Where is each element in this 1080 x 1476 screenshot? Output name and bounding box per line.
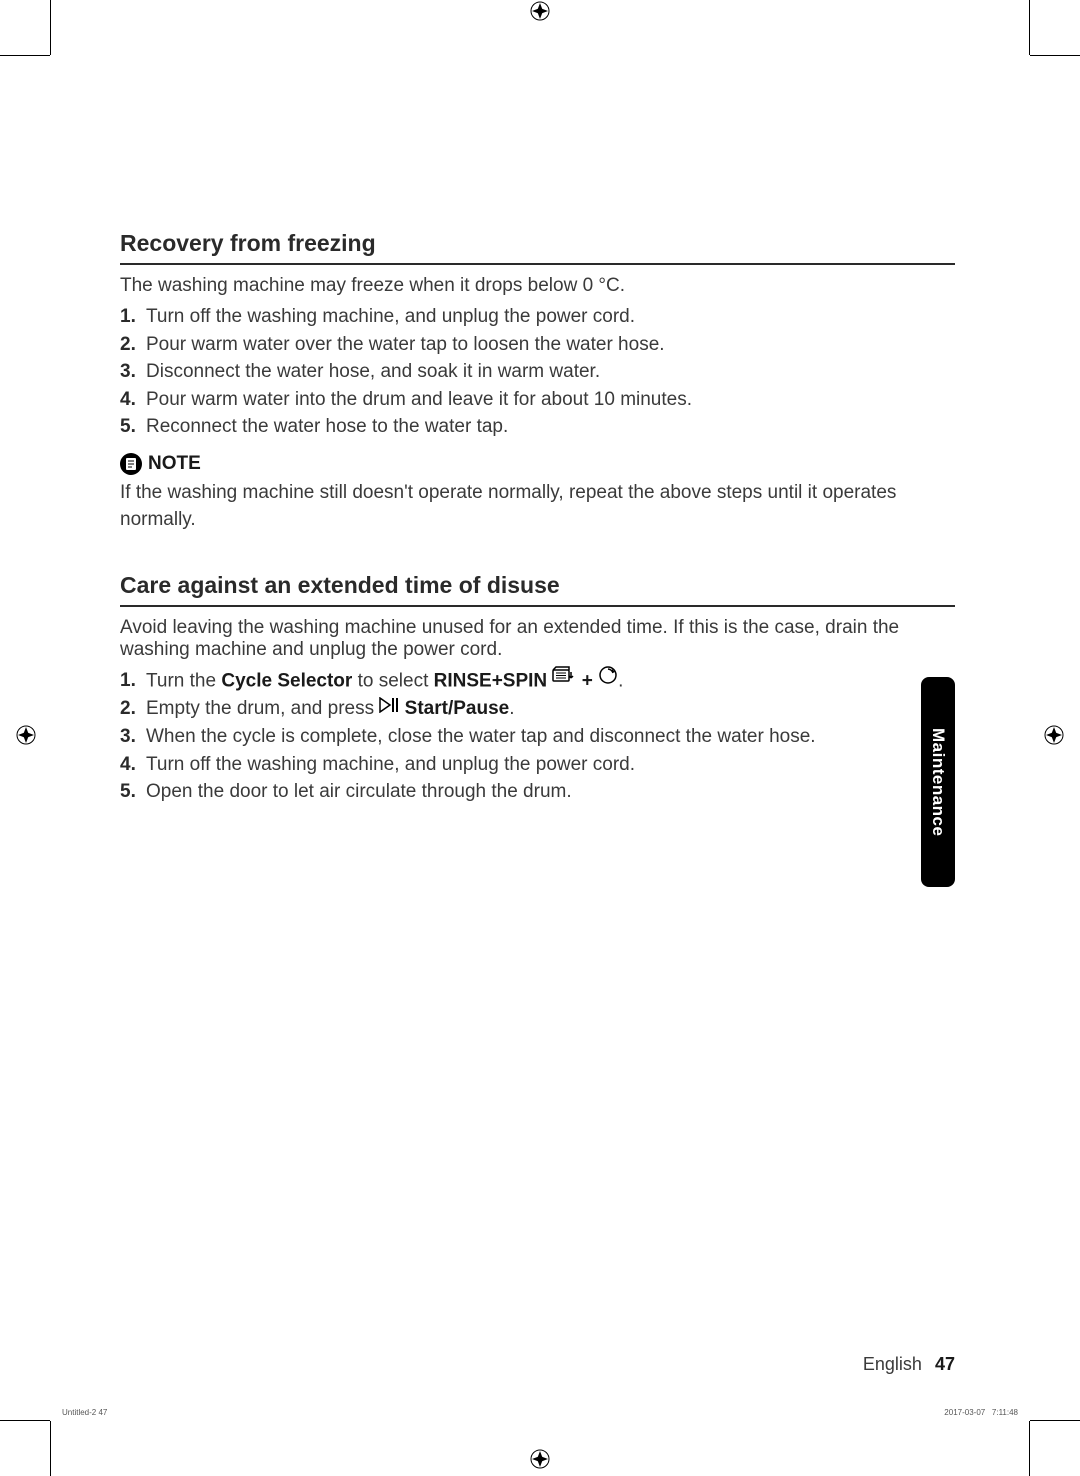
text: . — [618, 670, 623, 691]
list-item: Turn off the washing machine, and unplug… — [120, 303, 955, 331]
section1-intro: The washing machine may freeze when it d… — [120, 275, 955, 297]
plus: + — [576, 670, 598, 691]
text: . — [509, 698, 514, 719]
side-tab-label: Maintenance — [928, 728, 948, 836]
start-pause-icon — [379, 694, 399, 722]
rinse-icon — [552, 665, 576, 693]
registration-mark-bottom — [529, 1448, 551, 1476]
list-item: Empty the drum, and press Start/Pause. — [120, 695, 955, 723]
print-meta-left: Untitled-2 47 — [62, 1408, 107, 1417]
meta-date: 2017-03-07 — [944, 1408, 985, 1417]
footer-page-number: 47 — [935, 1354, 955, 1374]
spin-icon — [598, 665, 618, 694]
list-item: Open the door to let air circulate throu… — [120, 778, 955, 806]
list-item: Pour warm water into the drum and leave … — [120, 386, 955, 414]
section-title-recovery: Recovery from freezing — [120, 230, 955, 265]
list-item: Reconnect the water hose to the water ta… — [120, 413, 955, 441]
list-item: When the cycle is complete, close the wa… — [120, 723, 955, 751]
list-item: Turn the Cycle Selector to select RINSE+… — [120, 667, 955, 696]
note-body: If the washing machine still doesn't ope… — [120, 479, 955, 534]
side-tab-maintenance: Maintenance — [921, 677, 955, 887]
list-item: Pour warm water over the water tap to lo… — [120, 331, 955, 359]
registration-mark-right — [1043, 724, 1065, 752]
text: to select — [352, 670, 433, 691]
bold-text: Start/Pause — [405, 698, 510, 719]
page-content: Recovery from freezing The washing machi… — [50, 55, 1030, 1421]
print-meta-right: 2017-03-07 7:11:48 — [944, 1408, 1018, 1417]
registration-mark-left — [15, 724, 37, 752]
registration-mark-top — [529, 0, 551, 28]
text: Empty the drum, and press — [146, 698, 379, 719]
bold-text: Cycle Selector — [221, 670, 352, 691]
section1-steps: Turn off the washing machine, and unplug… — [120, 303, 955, 441]
section2-intro: Avoid leaving the washing machine unused… — [120, 617, 955, 661]
text: Turn the — [146, 670, 221, 691]
note-label: NOTE — [148, 453, 201, 475]
section-title-care: Care against an extended time of disuse — [120, 572, 955, 607]
page-footer: English 47 — [863, 1354, 955, 1375]
list-item: Turn off the washing machine, and unplug… — [120, 751, 955, 779]
section2-steps: Turn the Cycle Selector to select RINSE+… — [120, 667, 955, 806]
note-heading: NOTE — [120, 453, 955, 475]
footer-language: English — [863, 1354, 922, 1374]
bold-text: RINSE+SPIN — [434, 670, 548, 691]
list-item: Disconnect the water hose, and soak it i… — [120, 358, 955, 386]
meta-time: 7:11:48 — [992, 1408, 1018, 1417]
note-icon — [120, 453, 142, 475]
